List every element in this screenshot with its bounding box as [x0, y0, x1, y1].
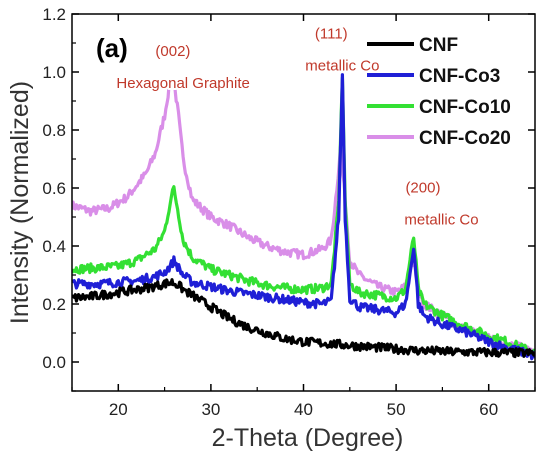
annotation-label: metallic Co	[305, 58, 379, 75]
annotation-label: (002)	[155, 43, 190, 60]
y-tick-label: 1.0	[42, 63, 66, 82]
legend-label-cnf-co20: CNF-Co20	[419, 128, 511, 149]
x-tick-label: 40	[294, 400, 313, 419]
annotation-label: Hexagonal Graphite	[116, 75, 249, 92]
x-tick-label: 20	[109, 400, 128, 419]
y-tick-label: 0.6	[42, 179, 66, 198]
annotation-label: metallic Co	[404, 211, 478, 228]
plot-area	[72, 73, 535, 361]
annotation-halo: metallic Co	[404, 211, 478, 228]
x-tick-label: 60	[479, 400, 498, 419]
annotations: (a) (002)(002)Hexagonal GraphiteHexagonal…	[96, 24, 481, 231]
x-tick-label: 30	[201, 400, 220, 419]
series-line-cnf-co10	[72, 76, 535, 357]
annotation-halo: (111)	[315, 26, 348, 43]
y-axis-title: Intensity (Normalized)	[6, 81, 34, 324]
series-line-cnf	[72, 278, 535, 359]
series-line-cnf-co3	[72, 73, 535, 361]
x-axis-title: 2-Theta (Degree)	[212, 424, 404, 452]
annotation-halo: Hexagonal Graphite	[116, 75, 249, 92]
y-tick-label: 0.2	[42, 295, 66, 314]
annotation-label: (111)	[315, 26, 348, 43]
x-tick-label: 50	[387, 400, 406, 419]
y-tick-label: 0.4	[42, 237, 66, 256]
panel-label: (a)	[96, 33, 128, 63]
axes: 20 30 40 50 60 0.0 0.2 0.4 0.6 0.8 1.0 1.2 2-Theta (…	[6, 5, 536, 452]
legend: CNF CNF-Co3 CNF-Co10 CNF-Co20	[367, 35, 511, 149]
y-tick-label: 1.2	[42, 5, 66, 24]
y-tick-label: 0.8	[42, 121, 66, 140]
annotation-halo: (200)	[405, 179, 440, 196]
legend-label-cnf-co3: CNF-Co3	[419, 66, 500, 87]
annotation-label: (200)	[405, 179, 440, 196]
annotation-halo: (002)	[155, 43, 190, 60]
annotation-halo: metallic Co	[305, 58, 379, 75]
y-tick-label: 0.0	[42, 353, 66, 372]
legend-label-cnf-co10: CNF-Co10	[419, 97, 511, 118]
legend-label-cnf: CNF	[419, 35, 458, 56]
